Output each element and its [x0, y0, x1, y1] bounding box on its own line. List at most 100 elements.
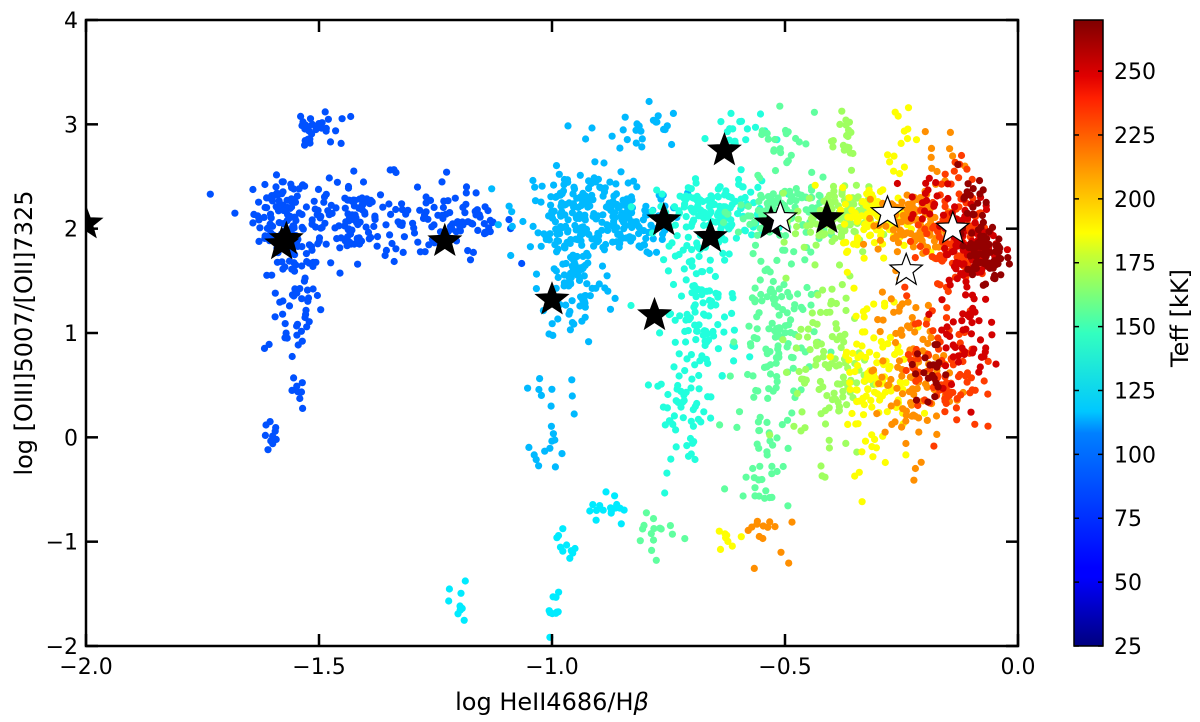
model-point — [820, 347, 828, 356]
model-point — [859, 411, 868, 419]
model-point — [261, 232, 269, 240]
model-point — [327, 201, 335, 209]
model-point — [790, 422, 798, 430]
model-point — [913, 385, 921, 393]
model-point — [519, 217, 527, 226]
model-point — [808, 206, 816, 214]
model-point — [775, 285, 783, 293]
model-point — [279, 265, 287, 273]
model-point — [870, 334, 878, 342]
model-point — [769, 277, 777, 286]
model-point — [675, 350, 683, 358]
model-point — [781, 126, 790, 135]
model-point — [791, 230, 800, 238]
model-point — [988, 318, 996, 326]
model-point — [707, 302, 715, 310]
model-point — [794, 290, 802, 298]
model-point — [852, 181, 861, 189]
model-point — [858, 198, 867, 206]
model-point — [838, 281, 846, 289]
model-point — [691, 321, 699, 329]
model-point — [353, 234, 361, 242]
model-point — [730, 357, 738, 365]
model-point — [955, 252, 963, 260]
model-point — [751, 492, 759, 500]
model-point — [414, 238, 422, 246]
model-point — [870, 222, 878, 230]
model-point — [607, 509, 615, 517]
model-point — [932, 412, 941, 420]
model-point — [933, 167, 941, 176]
x-axis-label: log HeII4686/Hβ — [455, 688, 649, 716]
model-point — [768, 470, 776, 478]
x-tick-label: 0.0 — [1001, 655, 1036, 680]
colorbar-tick-label: 250 — [1114, 60, 1156, 85]
model-point — [594, 175, 603, 183]
model-point — [335, 222, 343, 230]
model-point — [683, 310, 691, 318]
model-point — [728, 201, 736, 209]
model-point — [682, 276, 690, 284]
model-point — [365, 235, 373, 243]
model-point — [971, 308, 979, 316]
model-point — [687, 185, 695, 193]
model-point — [879, 316, 887, 324]
model-point — [787, 151, 795, 159]
model-point — [298, 379, 306, 387]
model-point — [302, 203, 310, 211]
model-point — [793, 223, 801, 231]
model-point — [530, 451, 538, 459]
model-point — [698, 286, 706, 294]
model-point — [981, 280, 990, 288]
model-point — [716, 421, 724, 429]
model-point — [687, 450, 695, 458]
model-point — [255, 237, 263, 245]
model-point — [601, 284, 609, 292]
model-point — [803, 283, 811, 292]
model-point — [677, 292, 686, 300]
model-point — [299, 404, 307, 412]
model-point — [693, 239, 701, 247]
model-point — [592, 284, 600, 292]
model-point — [567, 236, 575, 244]
model-point — [649, 515, 658, 523]
model-point — [396, 221, 404, 229]
model-point — [924, 301, 933, 309]
model-point — [283, 334, 291, 342]
model-point — [548, 320, 556, 328]
model-point — [681, 327, 689, 335]
model-point — [850, 200, 858, 208]
model-point — [290, 224, 298, 232]
model-point — [842, 439, 850, 447]
model-point — [789, 364, 797, 372]
model-point — [606, 305, 615, 313]
model-point — [719, 218, 728, 227]
model-point — [642, 202, 650, 210]
model-point — [728, 542, 736, 550]
model-point — [879, 357, 887, 365]
model-point — [315, 120, 323, 128]
model-point — [863, 305, 871, 313]
model-point — [862, 392, 870, 400]
model-point — [610, 192, 618, 200]
model-point — [949, 353, 957, 361]
model-point — [943, 330, 951, 338]
model-point — [943, 304, 951, 312]
model-point — [611, 214, 619, 222]
model-point — [808, 309, 816, 317]
model-point — [861, 437, 870, 445]
model-point — [656, 524, 664, 532]
model-point — [818, 472, 826, 480]
model-point — [882, 222, 890, 230]
model-point — [893, 399, 901, 407]
model-point — [787, 316, 795, 324]
model-point — [292, 261, 300, 269]
model-point — [321, 108, 329, 116]
model-point — [476, 213, 484, 221]
model-point — [696, 196, 704, 204]
observed-star-black — [692, 218, 728, 252]
model-point — [462, 183, 471, 191]
model-point — [671, 252, 680, 260]
model-point — [832, 320, 840, 328]
model-point — [984, 390, 992, 398]
